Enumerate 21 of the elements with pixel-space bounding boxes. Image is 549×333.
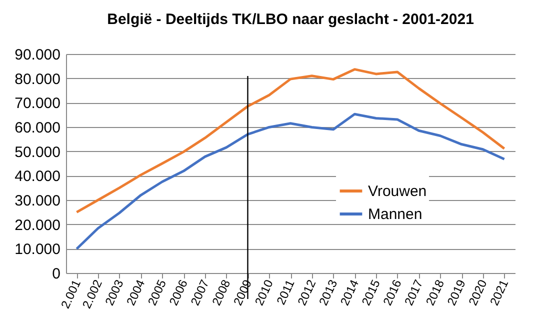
y-tick-label: 40.000 [14,168,60,186]
y-tick-label: 90.000 [14,46,60,64]
x-tick-label: 2004 [124,277,148,308]
line-series [75,112,506,250]
y-tick-label: 60.000 [14,120,60,136]
y-tick-label: 20.000 [14,216,60,234]
y-tick-label: 0 [52,266,60,282]
legend-label: Mannen [368,206,422,223]
legend-label: Vrouwen [368,183,427,200]
y-tick-label: 30.000 [14,192,60,210]
x-tick-label: 2017 [402,277,426,308]
chart-title: België - Deeltijds TK/LBO naar geslacht - 2001-2021 [107,11,474,28]
x-tick-label: 2013 [316,277,340,308]
x-tick-label: 2021 [487,277,512,308]
x-tick-label: 2008 [209,277,234,308]
y-tick-label: 70.000 [14,95,60,112]
y-tick-label: 50.000 [14,144,60,161]
y-tick-label: 10.000 [14,241,60,258]
x-tick-label: 2012 [294,277,319,308]
y-tick-label: 80.000 [14,70,60,88]
x-tick-label: 2011 [274,277,298,307]
